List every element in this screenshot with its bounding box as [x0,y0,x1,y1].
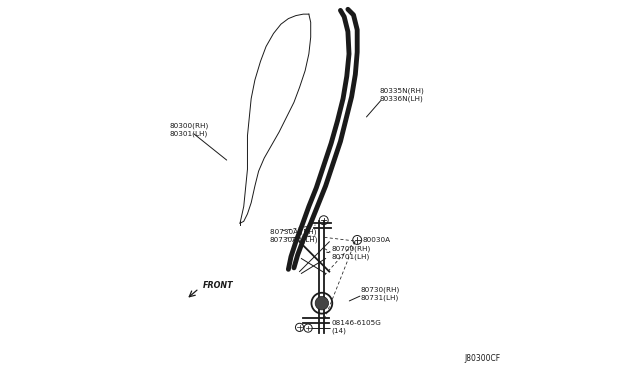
Text: J80300CF: J80300CF [464,354,500,363]
Text: 80700(RH)
80701(LH): 80700(RH) 80701(LH) [331,246,371,260]
Text: 80730(RH)
80731(LH): 80730(RH) 80731(LH) [361,287,400,301]
Circle shape [315,296,328,310]
Text: 80300(RH)
80301(LH): 80300(RH) 80301(LH) [170,123,209,137]
Text: 80730A (RH)
80730AA(LH): 80730A (RH) 80730AA(LH) [270,229,318,243]
Text: 80030A: 80030A [363,237,391,243]
Text: FRONT: FRONT [203,281,234,290]
Text: 08146-6105G
(14): 08146-6105G (14) [331,320,381,334]
Text: 80335N(RH)
80336N(LH): 80335N(RH) 80336N(LH) [380,88,424,102]
